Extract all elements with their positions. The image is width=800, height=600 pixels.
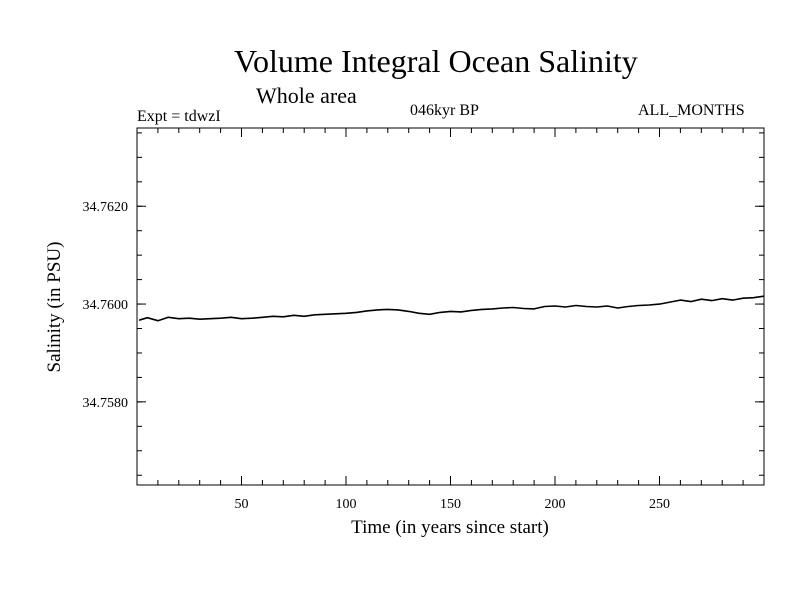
x-tick-label: 150 bbox=[440, 497, 461, 512]
x-tick-label: 200 bbox=[545, 497, 566, 512]
axis-ticks bbox=[137, 128, 764, 485]
x-tick-label: 100 bbox=[336, 497, 357, 512]
x-axis-label: Time (in years since start) bbox=[351, 517, 549, 538]
y-tick-label: 34.7600 bbox=[83, 298, 129, 313]
y-axis-label: Salinity (in PSU) bbox=[44, 242, 65, 373]
series-line bbox=[138, 295, 765, 322]
months-label: ALL_MONTHS bbox=[638, 102, 745, 119]
x-tick-label: 50 bbox=[235, 497, 249, 512]
x-tick-label: 250 bbox=[649, 497, 670, 512]
period-label: 046kyr BP bbox=[410, 102, 479, 119]
y-tick-label: 34.7620 bbox=[83, 200, 129, 215]
chart-title: Volume Integral Ocean Salinity bbox=[234, 43, 638, 79]
y-tick-labels: 34.7580 34.7600 34.7620 bbox=[83, 200, 129, 411]
plot-frame bbox=[136, 127, 765, 486]
chart-subtitle: Whole area bbox=[256, 83, 357, 108]
series-lines bbox=[138, 295, 765, 322]
x-tick-labels: 50 100 150 200 250 bbox=[235, 497, 671, 512]
y-tick-label: 34.7580 bbox=[83, 396, 129, 411]
experiment-label: Expt = tdwzI bbox=[137, 108, 221, 125]
